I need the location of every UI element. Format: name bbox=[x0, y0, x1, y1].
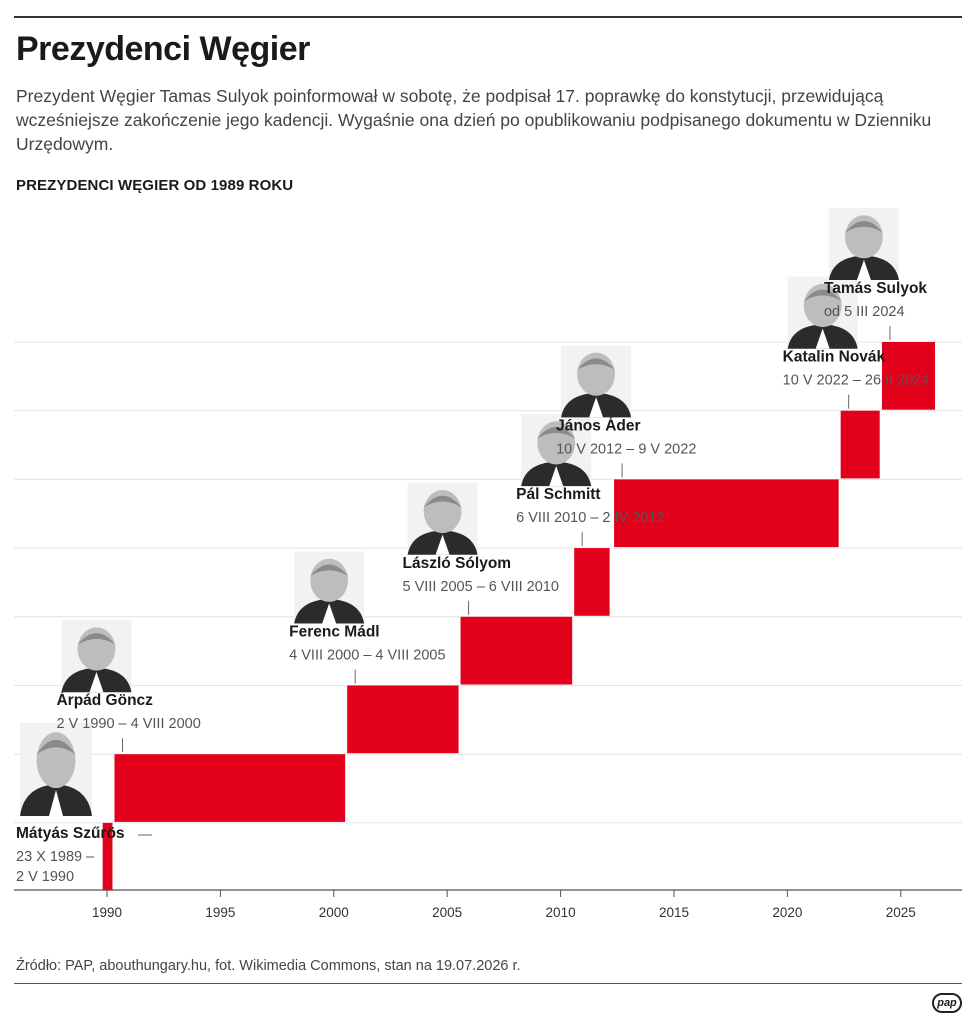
portrait-hair bbox=[845, 220, 883, 233]
portrait-collar bbox=[89, 672, 104, 693]
x-tick-label: 2020 bbox=[772, 905, 802, 920]
term-dates: 10 V 2022 – 26 II 2024 bbox=[783, 373, 930, 389]
term-bar bbox=[840, 410, 880, 479]
presidents-timeline-chart: 1990 1995 2000 2005 2010 2015 2020 2025 Mátyás S… bbox=[14, 208, 962, 920]
term-dates: 10 V 2012 – 9 V 2022 bbox=[556, 441, 696, 457]
portrait-photo bbox=[828, 208, 899, 280]
term-bar bbox=[114, 754, 346, 822]
portrait-photo bbox=[407, 482, 478, 555]
portrait-hair bbox=[423, 495, 462, 508]
x-tick-label: 2005 bbox=[432, 905, 462, 920]
portrait-collar bbox=[815, 328, 830, 349]
president-name: Árpád Göncz bbox=[56, 692, 153, 709]
portrait-hair bbox=[577, 358, 615, 370]
pap-logo: pap bbox=[932, 993, 962, 1013]
x-tick-label: 1995 bbox=[205, 905, 235, 920]
term-bar bbox=[881, 342, 936, 410]
term-dates: 6 VIII 2010 – 2 IV 2012 bbox=[516, 510, 664, 526]
portrait-hair bbox=[803, 289, 842, 302]
chart-title: PREZYDENCI WĘGIER OD 1989 ROKU bbox=[16, 177, 294, 194]
portrait-photo bbox=[561, 345, 632, 418]
term-dates: od 5 III 2024 bbox=[824, 304, 905, 320]
portrait-collar bbox=[549, 465, 564, 487]
portrait-collar bbox=[589, 397, 604, 418]
portrait-collar bbox=[856, 259, 871, 280]
president-name: Katalin Novák bbox=[783, 349, 886, 366]
term-bar bbox=[460, 616, 573, 685]
term-bar bbox=[347, 685, 459, 754]
president-name: Mátyás Szűrös bbox=[16, 825, 125, 842]
portrait-collar bbox=[435, 534, 450, 555]
president-name: Ferenc Mádl bbox=[289, 624, 379, 641]
president-name: Pál Schmitt bbox=[516, 486, 600, 503]
lead-paragraph: Prezydent Węgier Tamas Sulyok poinformow… bbox=[16, 86, 932, 154]
portrait-photo bbox=[787, 276, 858, 349]
x-tick-label: 2000 bbox=[319, 905, 349, 920]
portrait-hair bbox=[310, 564, 349, 576]
portrait-hair bbox=[36, 739, 76, 755]
term-dates: 2 V 1990 – 4 VIII 2000 bbox=[56, 716, 200, 732]
term-dates: 5 VIII 2005 – 6 VIII 2010 bbox=[403, 579, 559, 595]
term-bar bbox=[574, 548, 610, 616]
president-name: Tamás Sulyok bbox=[824, 280, 927, 297]
top-rule bbox=[14, 16, 962, 18]
source-note: Źródło: PAP, abouthungary.hu, fot. Wikim… bbox=[16, 958, 521, 974]
portrait-photo bbox=[20, 723, 92, 816]
portrait-hair bbox=[77, 633, 116, 645]
portrait-photo bbox=[521, 414, 592, 487]
x-tick-label: 2015 bbox=[659, 905, 689, 920]
x-tick-label: 2025 bbox=[886, 905, 916, 920]
term-dates: 4 VIII 2000 – 4 VIII 2005 bbox=[289, 648, 445, 664]
x-tick-label: 1990 bbox=[92, 905, 122, 920]
portrait-collar bbox=[49, 789, 63, 816]
portrait-photo bbox=[294, 551, 365, 624]
bottom-rule bbox=[14, 983, 962, 984]
x-tick-label: 2010 bbox=[546, 905, 576, 920]
term-dates: 23 X 1989 – bbox=[16, 849, 95, 865]
term-bar bbox=[102, 822, 113, 891]
portrait-hair bbox=[537, 427, 576, 439]
president-name: László Sólyom bbox=[403, 555, 512, 572]
term-dates: 2 V 1990 bbox=[16, 869, 74, 885]
term-bar bbox=[614, 479, 839, 548]
portrait-collar bbox=[322, 603, 337, 624]
portrait-photo bbox=[61, 620, 132, 693]
president-name: János Áder bbox=[556, 417, 640, 434]
page-title: Prezydenci Węgier bbox=[16, 30, 310, 68]
